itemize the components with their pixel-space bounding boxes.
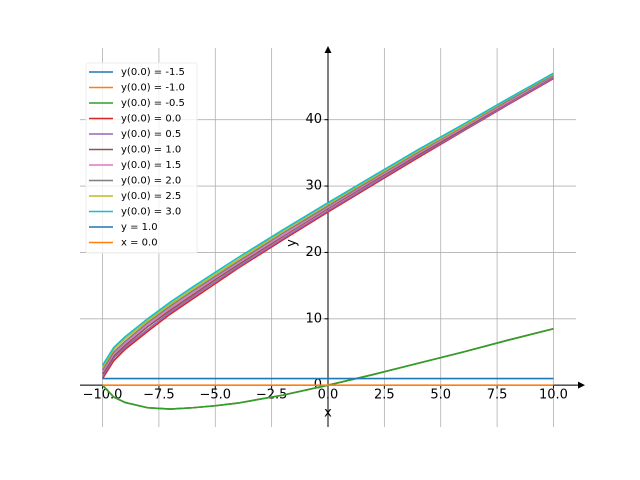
legend-box xyxy=(85,62,198,254)
legend-label: y(0.0) = 2.5 xyxy=(121,191,181,202)
legend-label: y(0.0) = 2.0 xyxy=(121,176,181,187)
x-tick-label: −10.0 xyxy=(83,388,123,403)
y-axis-label: y xyxy=(285,239,300,247)
x-tick-label: 5.0 xyxy=(430,388,451,403)
legend-label: y = 1.0 xyxy=(121,222,158,233)
legend-label: y(0.0) = -1.5 xyxy=(121,67,185,78)
y-tick-label: 40 xyxy=(305,112,322,127)
legend-label: y(0.0) = 0.0 xyxy=(121,114,181,125)
legend-label: y(0.0) = -0.5 xyxy=(121,98,185,109)
series-line xyxy=(101,75,554,373)
x-arrow xyxy=(578,381,585,389)
x-tick-label: 2.5 xyxy=(374,388,395,403)
legend-label: y(0.0) = 0.5 xyxy=(121,129,181,140)
x-tick-label: −7.5 xyxy=(143,388,175,403)
series-line xyxy=(101,77,554,377)
legend: y(0.0) = -1.5 y(0.0) = -1.0 y(0.0) = -0.5 y… xyxy=(85,62,198,254)
legend-label: y(0.0) = 1.0 xyxy=(121,145,181,156)
y-tick-label: 10 xyxy=(305,311,322,326)
legend-label: x = 0.0 xyxy=(121,238,158,249)
legend-label: y(0.0) = -1.0 xyxy=(121,83,185,94)
series-line xyxy=(101,72,554,366)
series-line xyxy=(101,75,554,375)
y-arrow xyxy=(324,46,332,53)
x-tick-label: 7.5 xyxy=(487,388,508,403)
series-line xyxy=(101,73,554,368)
legend-label: y(0.0) = 3.0 xyxy=(121,207,181,218)
legend-label: y(0.0) = 1.5 xyxy=(121,160,181,171)
series-line xyxy=(101,327,554,410)
x-tick-label: 10.0 xyxy=(539,388,568,403)
x-tick-label: −5.0 xyxy=(199,388,231,403)
y-tick-label: 30 xyxy=(305,179,322,194)
y-tick-label: 20 xyxy=(305,245,322,260)
